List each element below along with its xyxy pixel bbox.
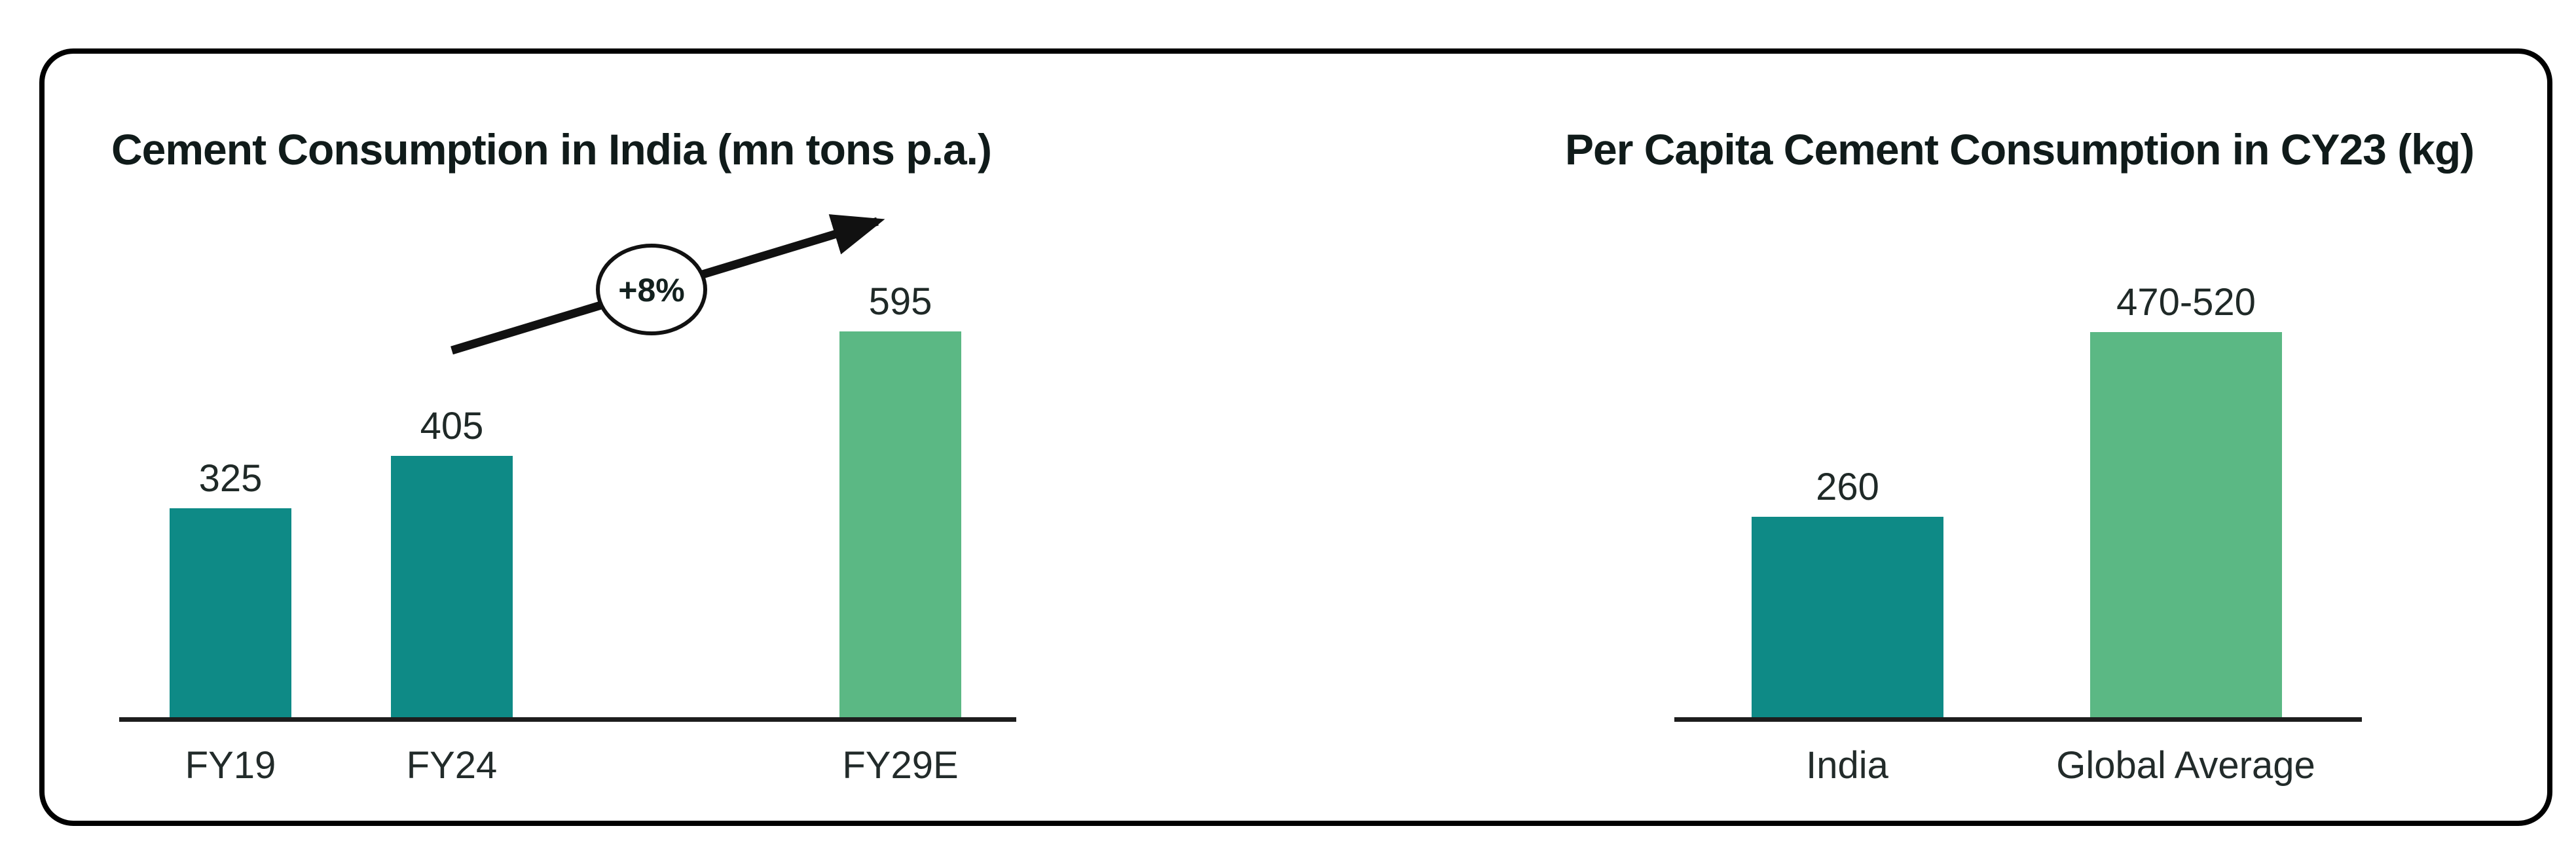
bar-group-fy19: 325 xyxy=(170,460,291,721)
value-label-fy24: 405 xyxy=(420,405,484,447)
value-label-fy29e: 595 xyxy=(868,280,932,323)
bar-fy19 xyxy=(170,508,291,721)
value-label-fy19: 325 xyxy=(198,457,263,500)
bar-group-fy29e: 595 xyxy=(839,283,961,721)
x-label-fy19: FY19 xyxy=(185,744,276,787)
x-label-global-average: Global Average xyxy=(2056,744,2315,787)
x-label-fy29e: FY29E xyxy=(842,744,959,787)
bar-india xyxy=(1752,517,1943,721)
x-label-fy24: FY24 xyxy=(406,744,498,787)
right-chart-x-axis xyxy=(1674,717,2362,722)
bar-group-global-average: 470-520 xyxy=(2090,284,2282,721)
bar-group-india: 260 xyxy=(1752,468,1943,721)
x-label-india: India xyxy=(1806,744,1888,787)
right-chart-title: Per Capita Cement Consumption in CY23 (k… xyxy=(1565,125,2475,174)
bar-fy29e xyxy=(839,331,961,721)
value-label-india: 260 xyxy=(1816,466,1879,508)
left-chart-title: Cement Consumption in India (mn tons p.a… xyxy=(111,125,992,174)
value-label-global-average: 470-520 xyxy=(2116,281,2256,324)
left-chart-x-axis xyxy=(119,717,1016,722)
bar-global-average xyxy=(2090,332,2282,721)
bar-fy24 xyxy=(391,456,513,721)
bar-group-fy24: 405 xyxy=(391,407,513,721)
